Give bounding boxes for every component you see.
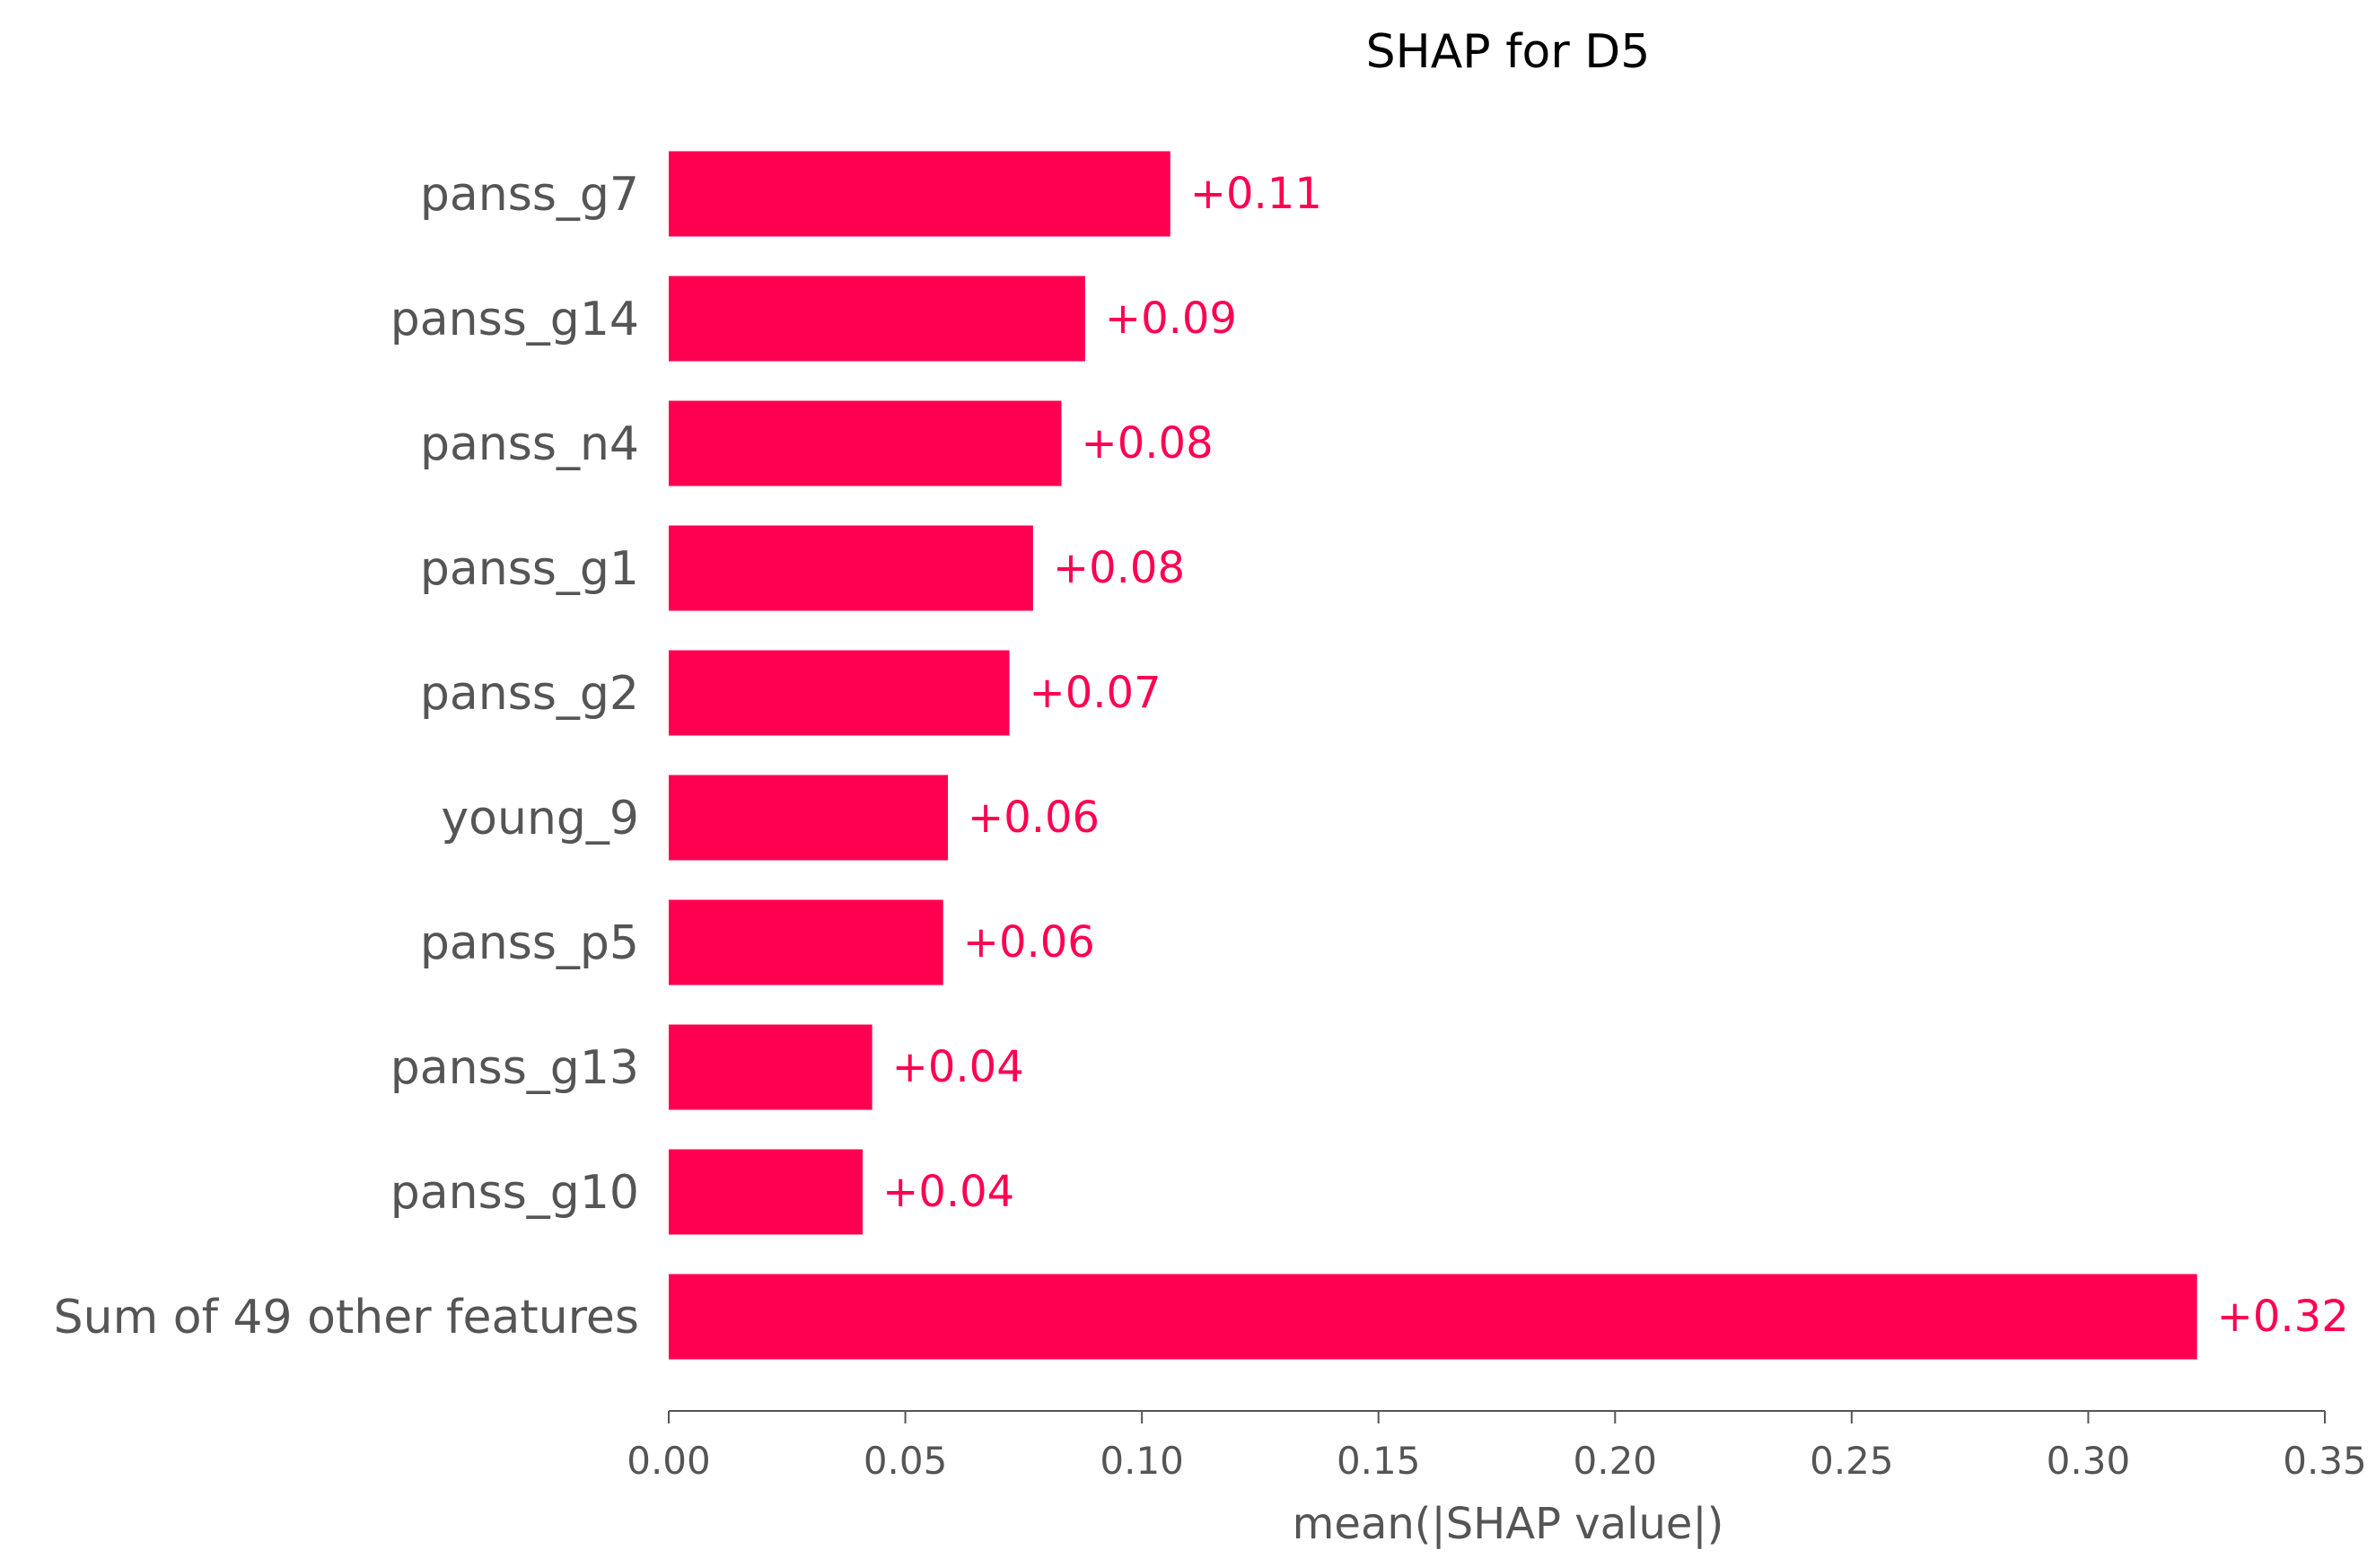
x-tick-label-2: 0.10 <box>1100 1439 1184 1483</box>
bar-9 <box>669 1274 2197 1360</box>
bar-5 <box>669 775 949 861</box>
x-axis-label: mean(|SHAP value|) <box>1293 1499 1724 1549</box>
category-label-0: panss_g7 <box>420 168 639 222</box>
category-label-7: panss_g13 <box>390 1041 639 1095</box>
x-tick-label-3: 0.15 <box>1337 1439 1421 1483</box>
bar-0 <box>669 151 1170 237</box>
bar-2 <box>669 400 1062 486</box>
bar-6 <box>669 899 943 985</box>
x-tick-label-0: 0.00 <box>627 1439 711 1483</box>
category-label-6: panss_p5 <box>420 916 639 970</box>
category-label-2: panss_n4 <box>420 417 639 471</box>
value-label-9: +0.32 <box>2217 1292 2349 1342</box>
value-labels: +0.11 +0.09 +0.08 +0.08 +0.07 +0.06 +0.06 +0.04… <box>882 169 2349 1342</box>
x-tick-label-1: 0.05 <box>864 1439 948 1483</box>
value-label-2: +0.08 <box>1082 418 1214 469</box>
x-ticks: 0.00 0.05 0.10 0.15 0.20 0.25 0.30 0.35 <box>627 1411 2367 1483</box>
category-label-4: panss_g2 <box>420 667 639 721</box>
chart-title: SHAP for D5 <box>1366 25 1651 79</box>
bar-7 <box>669 1024 872 1110</box>
category-label-1: panss_g14 <box>390 293 639 346</box>
value-label-1: +0.09 <box>1105 293 1237 344</box>
bar-3 <box>669 525 1033 611</box>
value-label-4: +0.07 <box>1030 668 1162 718</box>
x-tick-label-7: 0.35 <box>2283 1439 2367 1483</box>
value-label-0: +0.11 <box>1190 169 1322 219</box>
category-label-8: panss_g10 <box>390 1166 639 1220</box>
category-label-9: Sum of 49 other features <box>54 1291 639 1345</box>
x-axis: 0.00 0.05 0.10 0.15 0.20 0.25 0.30 0.35 <box>627 1410 2367 1483</box>
category-labels: panss_g7 panss_g14 panss_n4 panss_g1 panss_g… <box>54 168 639 1345</box>
value-label-3: +0.08 <box>1053 543 1185 593</box>
value-label-8: +0.04 <box>882 1167 1014 1217</box>
bar-1 <box>669 276 1085 362</box>
bar-4 <box>669 650 1010 736</box>
value-label-6: +0.06 <box>963 917 1095 968</box>
value-label-5: +0.06 <box>968 793 1100 843</box>
category-label-3: panss_g1 <box>420 542 639 596</box>
x-tick-label-6: 0.30 <box>2047 1439 2131 1483</box>
value-label-7: +0.04 <box>892 1042 1024 1092</box>
x-tick-label-4: 0.20 <box>1574 1439 1658 1483</box>
bars-group <box>669 151 2197 1360</box>
category-label-5: young_9 <box>441 792 639 845</box>
x-tick-label-5: 0.25 <box>1810 1439 1894 1483</box>
bar-8 <box>669 1149 864 1235</box>
